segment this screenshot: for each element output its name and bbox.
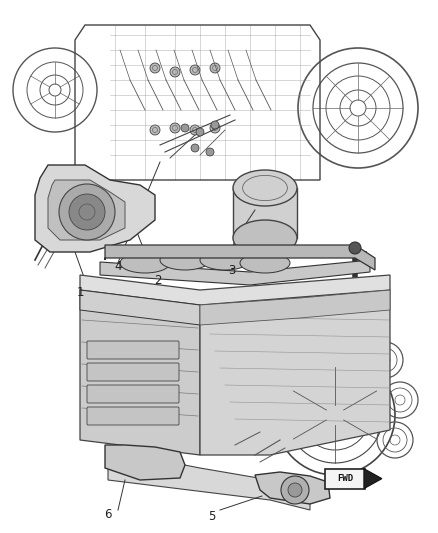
Polygon shape xyxy=(105,445,185,480)
Circle shape xyxy=(69,194,105,230)
Circle shape xyxy=(190,125,200,135)
Circle shape xyxy=(181,124,189,132)
Circle shape xyxy=(150,125,160,135)
Circle shape xyxy=(190,65,200,75)
Circle shape xyxy=(196,128,204,136)
Circle shape xyxy=(206,148,214,156)
Polygon shape xyxy=(80,290,200,455)
Text: 3: 3 xyxy=(228,264,236,278)
Text: 4: 4 xyxy=(114,261,122,273)
Text: 1: 1 xyxy=(76,286,84,298)
Ellipse shape xyxy=(240,253,290,273)
Polygon shape xyxy=(48,180,125,240)
Circle shape xyxy=(170,67,180,77)
Ellipse shape xyxy=(120,253,170,273)
Circle shape xyxy=(210,63,220,73)
Polygon shape xyxy=(200,290,390,455)
FancyBboxPatch shape xyxy=(87,385,179,403)
Polygon shape xyxy=(255,472,330,504)
Polygon shape xyxy=(80,275,390,305)
Circle shape xyxy=(170,123,180,133)
Text: 5: 5 xyxy=(208,511,215,523)
Polygon shape xyxy=(364,469,382,489)
Ellipse shape xyxy=(233,220,297,256)
Circle shape xyxy=(210,123,220,133)
Text: 2: 2 xyxy=(154,274,162,287)
Polygon shape xyxy=(100,260,370,285)
Ellipse shape xyxy=(200,250,250,270)
Circle shape xyxy=(59,184,115,240)
Polygon shape xyxy=(35,165,155,252)
Text: 6: 6 xyxy=(104,508,112,521)
Ellipse shape xyxy=(160,250,210,270)
FancyBboxPatch shape xyxy=(87,341,179,359)
Text: FWD: FWD xyxy=(337,474,353,483)
Ellipse shape xyxy=(233,170,297,206)
FancyBboxPatch shape xyxy=(87,363,179,381)
FancyBboxPatch shape xyxy=(0,0,438,270)
Polygon shape xyxy=(108,450,310,510)
FancyBboxPatch shape xyxy=(87,407,179,425)
Polygon shape xyxy=(200,290,390,325)
Circle shape xyxy=(211,121,219,129)
Polygon shape xyxy=(105,245,375,270)
Polygon shape xyxy=(80,290,200,325)
FancyBboxPatch shape xyxy=(325,469,365,489)
Circle shape xyxy=(281,476,309,504)
Circle shape xyxy=(349,242,361,254)
Circle shape xyxy=(288,483,302,497)
FancyBboxPatch shape xyxy=(233,188,297,238)
Circle shape xyxy=(191,144,199,152)
Circle shape xyxy=(150,63,160,73)
